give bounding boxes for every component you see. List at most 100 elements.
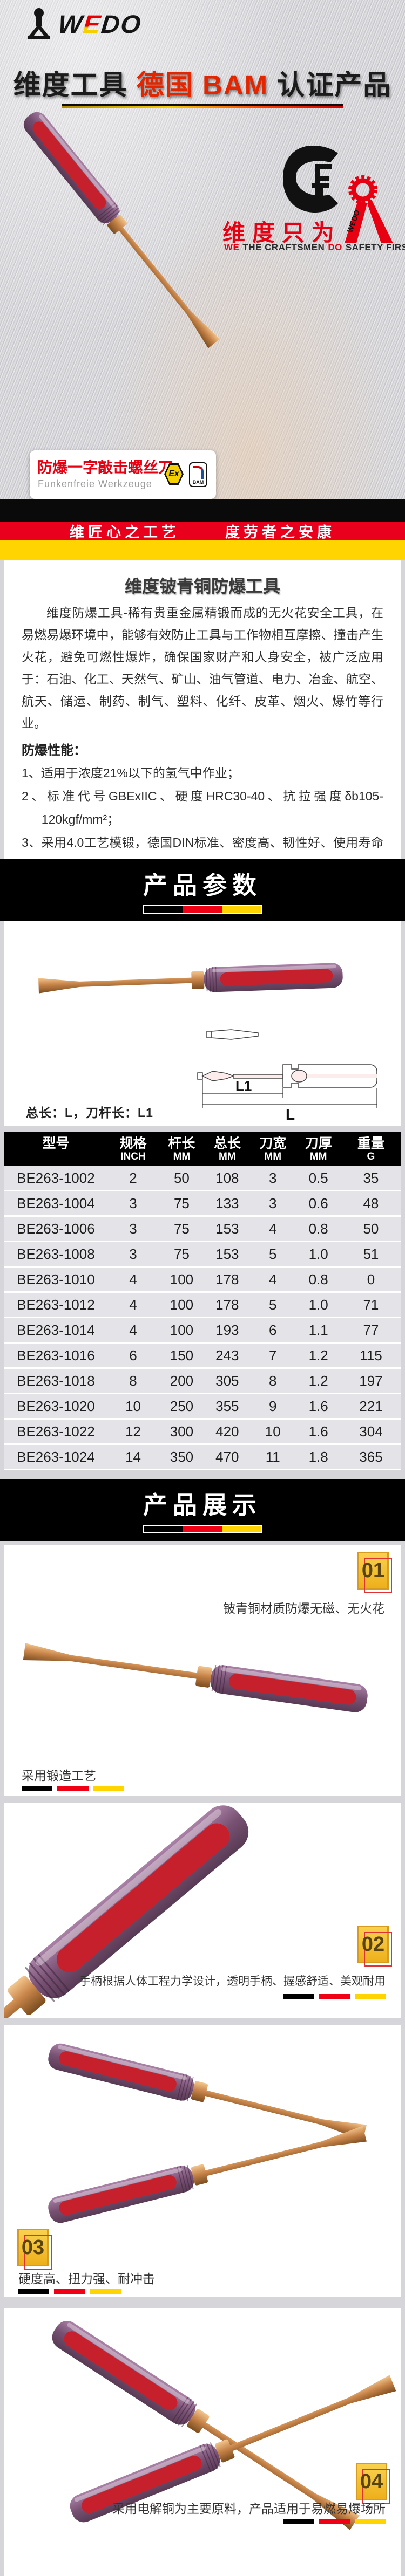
product-name: 防爆一字敲击螺丝刀 <box>37 459 174 476</box>
flag-band-slogan: 维匠心之工艺 度劳者之安康 <box>0 522 405 540</box>
performance-item: 1、适用于浓度21%以下的氢气中作业； <box>22 766 240 780</box>
table-cell: BE263-1008 <box>4 1241 107 1268</box>
table-cell: 0.5 <box>295 1166 341 1191</box>
table-cell: BE263-1014 <box>4 1317 107 1344</box>
table-cell: 1.6 <box>295 1419 341 1445</box>
spec-table-body: BE263-1002 2 50 108 3 0.5 35 BE263-1004 3 75 133 3 0… <box>4 1166 401 1470</box>
params-card: L1 L 总长：L，刀杆长：L1 <box>4 921 401 1126</box>
column-header: 杆长 MM <box>159 1132 205 1166</box>
table-cell: 0.6 <box>295 1190 341 1217</box>
blade-profile-drawing <box>206 1029 259 1040</box>
hero-screwdriver-image <box>19 107 224 352</box>
table-cell: 6 <box>250 1317 296 1344</box>
table-cell: 4 <box>250 1216 296 1242</box>
table-cell: BE263-1004 <box>4 1190 107 1217</box>
hero-slogan-cn: 维度只为 <box>222 220 342 245</box>
intro-card: 维度铍青铜防爆工具 维度防爆工具-稀有贵重金属精锻而成的无火花安全工具，在易燃易… <box>4 560 401 859</box>
table-row: BE263-1002 2 50 108 3 0.5 35 <box>4 1166 401 1191</box>
table-cell: 470 <box>204 1444 251 1470</box>
table-cell: 9 <box>250 1393 296 1420</box>
table-row: BE263-1016 6 150 243 7 1.2 115 <box>4 1342 401 1369</box>
table-row: BE263-1022 12 300 420 10 1.6 304 <box>4 1419 401 1445</box>
table-cell: 133 <box>204 1190 251 1217</box>
table-cell: 11 <box>250 1444 296 1470</box>
table-cell: BE263-1010 <box>4 1266 107 1293</box>
table-cell: 355 <box>204 1393 251 1420</box>
table-cell: 300 <box>159 1419 205 1445</box>
table-cell: 8 <box>107 1368 159 1394</box>
table-cell: 50 <box>159 1166 205 1191</box>
table-cell: 153 <box>204 1216 251 1242</box>
table-cell: 0.8 <box>295 1216 341 1242</box>
german-flag-bar <box>143 1525 262 1533</box>
table-cell: 153 <box>204 1241 251 1268</box>
table-cell: 221 <box>341 1393 401 1420</box>
table-cell: 250 <box>159 1393 205 1420</box>
table-cell: 77 <box>341 1317 401 1344</box>
table-cell: BE263-1012 <box>4 1292 107 1318</box>
table-cell: 4 <box>107 1292 159 1318</box>
table-cell: 5 <box>250 1292 296 1318</box>
brand-logo-text: WEDO <box>57 9 144 38</box>
feature-number-badge: 04 <box>356 2463 390 2504</box>
table-cell: 100 <box>159 1266 205 1293</box>
showcase-card-04: 04 采用电解铜为主要原料，产品适用于易燃易爆场所 <box>4 2308 401 2576</box>
german-flag-mini-bar <box>22 1786 124 1791</box>
column-header: 型号 <box>4 1132 107 1166</box>
bam-certification-icon: BAM <box>189 462 207 487</box>
showcase-card-01: 01 铍青铜材质防爆无磁、无火花 采用锻造工艺 <box>4 1545 401 1796</box>
column-header: 重量 G <box>341 1132 401 1166</box>
table-cell: 243 <box>204 1342 251 1369</box>
table-cell: 12 <box>107 1419 159 1445</box>
table-cell: 1.6 <box>295 1393 341 1420</box>
feature-number-badge: 03 <box>17 2229 52 2270</box>
safety-award-ribbon-icon: WEDO <box>345 175 393 243</box>
table-cell: 75 <box>159 1241 205 1268</box>
wedo-logo-mark-icon <box>28 8 50 39</box>
column-header: 刀厚 MM <box>295 1132 341 1166</box>
length-note: 总长：L，刀杆长：L1 <box>26 1106 153 1120</box>
table-cell: 3 <box>107 1241 159 1268</box>
table-cell: 150 <box>159 1342 205 1369</box>
table-cell: 10 <box>107 1393 159 1420</box>
table-cell: 0.8 <box>295 1266 341 1293</box>
brand-logo: WEDO <box>25 8 144 40</box>
table-cell: 4 <box>107 1317 159 1344</box>
performance-item: 2、标准代号GBExIIC、硬度HRC30-40、抗拉强度δb105-120kg… <box>22 789 383 826</box>
table-row: BE263-1006 3 75 153 4 0.8 50 <box>4 1216 401 1242</box>
german-flag-mini-bar <box>283 1994 386 1999</box>
german-flag-divider <box>62 104 343 108</box>
hero-section: WEDO 维度工具 德国 BAM 认证产品 WEDO 维度只为 WE THE CR… <box>0 0 405 499</box>
params-section-banner: 产品参数 <box>0 859 405 921</box>
table-cell: 3 <box>107 1190 159 1217</box>
table-cell: 10 <box>250 1419 296 1445</box>
table-cell: 75 <box>159 1190 205 1217</box>
params-banner-title: 产品参数 <box>143 872 262 899</box>
table-row: BE263-1004 3 75 133 3 0.6 48 <box>4 1190 401 1217</box>
feature-text: 硬度高、扭力强、耐冲击 <box>18 2272 155 2286</box>
table-cell: 350 <box>159 1444 205 1470</box>
table-cell: 14 <box>107 1444 159 1470</box>
table-cell: 178 <box>204 1292 251 1318</box>
table-cell: 0 <box>341 1266 401 1293</box>
feature-text: 铍青铜材质防爆无磁、无火花 <box>223 1601 384 1615</box>
table-cell: 115 <box>341 1342 401 1369</box>
table-cell: 3 <box>250 1190 296 1217</box>
column-header: 刀宽 MM <box>250 1132 296 1166</box>
table-cell: 71 <box>341 1292 401 1318</box>
intro-title: 维度铍青铜防爆工具 <box>124 577 280 596</box>
table-cell: BE263-1006 <box>4 1216 107 1242</box>
table-cell: 50 <box>341 1216 401 1242</box>
table-cell: 200 <box>159 1368 205 1394</box>
spec-table-header: 型号 规格 INCH 杆长 MM 总长 MM 刀宽 MM 刀厚 MM 重量 G <box>4 1132 401 1166</box>
table-cell: 5 <box>250 1241 296 1268</box>
table-cell: 4 <box>107 1266 159 1293</box>
table-cell: BE263-1020 <box>4 1393 107 1420</box>
table-cell: 108 <box>204 1166 251 1191</box>
showcase-screwdriver-image <box>22 1637 370 1715</box>
band-slogan-left: 维匠心之工艺 <box>70 524 180 540</box>
craftsmen-emblem-icon <box>283 146 338 213</box>
table-cell: 100 <box>159 1317 205 1344</box>
table-cell: 420 <box>204 1419 251 1445</box>
